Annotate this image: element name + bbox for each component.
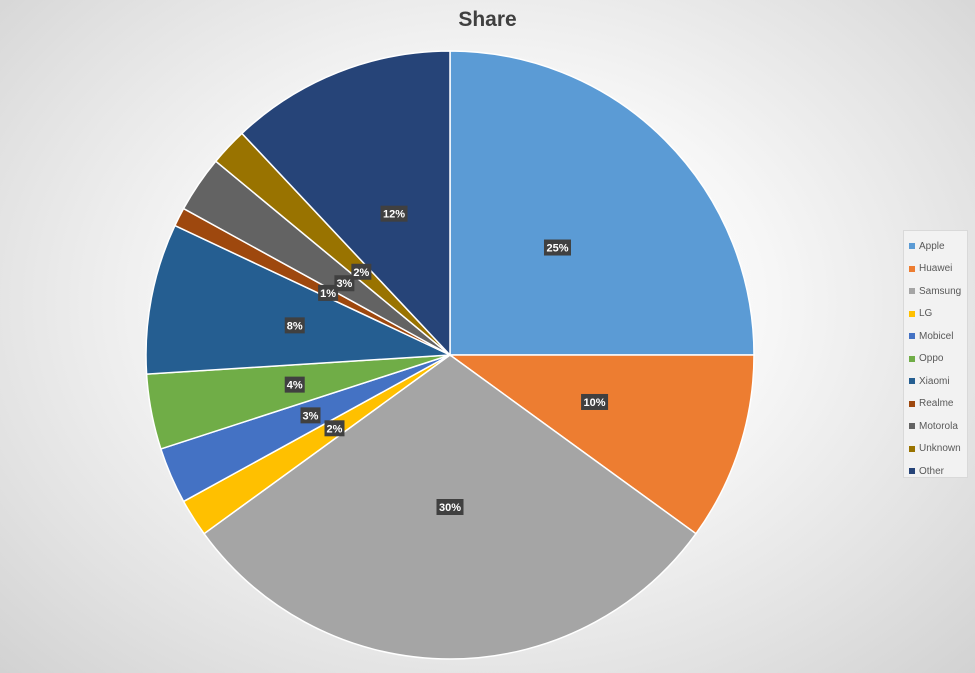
chart-title: Share [458, 8, 517, 31]
legend-label: Motorola [919, 420, 958, 432]
data-label-xiaomi: 8% [284, 317, 305, 334]
data-label-motorola: 3% [334, 275, 355, 292]
legend-item-apple: Apple [904, 235, 967, 258]
data-label-mobicel: 3% [300, 407, 321, 424]
pie-slice-apple [449, 50, 755, 356]
chart-legend: Apple Huawei Samsung LG Mobicel Oppo Xiaomi Rea… [903, 230, 968, 478]
legend-swatch [909, 243, 915, 250]
legend-swatch [909, 400, 915, 407]
legend-label: Realme [919, 398, 954, 410]
svg-text:2%: 2% [353, 267, 369, 279]
legend-item-oppo: Oppo [904, 348, 967, 371]
legend-label: Xiaomi [919, 375, 950, 387]
legend-swatch [909, 288, 915, 295]
svg-text:2%: 2% [327, 423, 343, 435]
svg-text:4%: 4% [287, 380, 303, 392]
legend-swatch [909, 265, 915, 272]
legend-label: Unknown [919, 443, 961, 455]
data-label-unknown: 2% [351, 263, 372, 280]
legend-label: Huawei [919, 263, 953, 275]
legend-swatch [909, 468, 915, 475]
svg-text:25%: 25% [546, 243, 568, 255]
pie-slice-xiaomi [145, 224, 451, 375]
svg-text:10%: 10% [584, 397, 606, 409]
data-label-other: 12% [380, 205, 408, 222]
legend-item-samsung: Samsung [904, 280, 967, 303]
data-label-lg: 2% [324, 420, 345, 437]
legend-item-lg: LG [904, 303, 967, 326]
svg-text:12%: 12% [383, 209, 405, 221]
legend-item-other: Other [904, 460, 967, 483]
legend-swatch [909, 378, 915, 385]
pie-slice-other [240, 50, 451, 357]
svg-text:1%: 1% [320, 288, 336, 300]
data-label-apple: 25% [543, 239, 571, 256]
legend-item-huawei: Huawei [904, 258, 967, 281]
legend-item-mobicel: Mobicel [904, 325, 967, 348]
legend-item-realme: Realme [904, 393, 967, 416]
legend-label: Samsung [919, 285, 962, 297]
legend-swatch [909, 310, 915, 317]
legend-swatch [909, 423, 915, 430]
legend-item-xiaomi: Xiaomi [904, 370, 967, 393]
svg-text:30%: 30% [439, 502, 461, 514]
legend-label: Other [919, 465, 945, 477]
legend-label: LG [919, 308, 933, 320]
svg-text:3%: 3% [303, 410, 319, 422]
legend-label: Oppo [919, 353, 944, 365]
legend-label: Apple [919, 240, 945, 252]
data-label-realme: 1% [318, 284, 339, 301]
legend-label: Mobicel [919, 330, 954, 342]
legend-swatch [909, 355, 915, 362]
legend-swatch [909, 333, 915, 340]
pie-slice-huawei [447, 354, 755, 535]
data-label-huawei: 10% [581, 393, 609, 410]
legend-swatch [909, 445, 915, 452]
data-label-oppo: 4% [284, 376, 305, 393]
legend-item-motorola: Motorola [904, 415, 967, 438]
data-label-samsung: 30% [436, 499, 464, 515]
svg-text:8%: 8% [287, 320, 303, 332]
svg-text:3%: 3% [336, 278, 352, 290]
legend-item-unknown: Unknown [904, 438, 967, 461]
